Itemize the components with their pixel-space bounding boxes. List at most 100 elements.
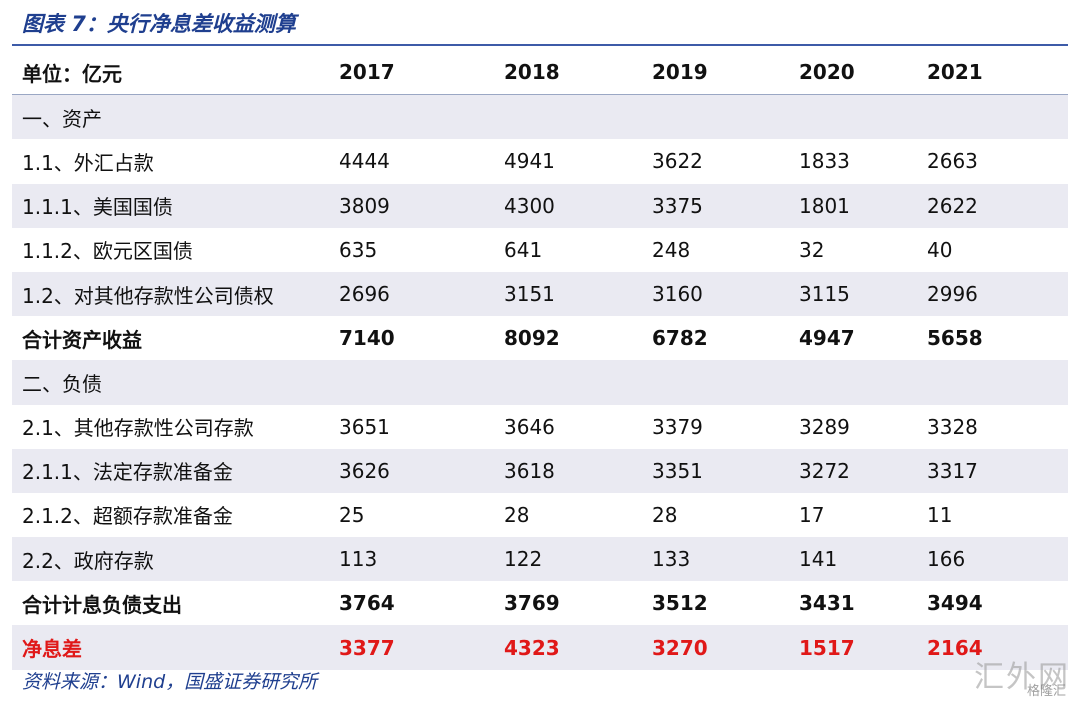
table-row: 1.1.1、美国国债 3809 4300 3375 1801 2622	[12, 183, 1068, 228]
table-row: 2.1.1、法定存款准备金 3626 3618 3351 3272 3317	[12, 448, 1068, 493]
table-row: 2.2、政府存款 113 122 133 141 166	[12, 537, 1068, 582]
row-value: 3618	[504, 448, 652, 493]
row-value: 28	[652, 502, 678, 527]
header-year-cell: 2018	[504, 50, 652, 96]
row-value: 2663	[927, 149, 978, 174]
row-value: 113	[339, 537, 504, 582]
row-value: 3769	[504, 591, 560, 616]
table-row: 1.2、对其他存款性公司债权 2696 3151 3160 3115 2996	[12, 271, 1068, 317]
row-value: 3289	[799, 414, 850, 439]
row-value: 133	[652, 537, 799, 582]
row-value	[652, 94, 799, 140]
row-value: 2622	[927, 183, 1068, 228]
row-value: 3160	[652, 271, 799, 317]
row-value: 32	[799, 237, 825, 262]
row-value: 2996	[927, 271, 1068, 317]
row-value: 1801	[799, 183, 927, 228]
row-value: 122	[504, 537, 652, 582]
row-value	[339, 360, 504, 405]
row-value: 3270	[652, 625, 799, 670]
row-value: 3622	[652, 149, 703, 174]
table-row: 一、资产	[12, 94, 1068, 140]
row-value	[652, 360, 799, 405]
row-value: 3115	[799, 271, 927, 317]
row-value: 3351	[652, 448, 799, 493]
row-value	[927, 94, 1068, 140]
watermark-main: 汇外网	[974, 660, 1070, 695]
row-value: 1517	[799, 625, 927, 670]
row-value	[504, 94, 652, 140]
header-year-cell: 2019	[652, 50, 799, 96]
row-value: 4941	[504, 149, 555, 174]
row-value: 4300	[504, 183, 652, 228]
row-value: 3494	[927, 591, 983, 616]
row-value: 2696	[339, 271, 504, 317]
row-value: 635	[339, 237, 378, 262]
row-label: 2.1、其他存款性公司存款	[22, 416, 254, 441]
row-value	[504, 360, 652, 405]
row-value: 4323	[504, 625, 652, 670]
row-value: 3377	[339, 625, 504, 670]
table-row: 合计计息负债支出 3764 3769 3512 3431 3494	[12, 581, 1068, 625]
row-value: 3328	[927, 414, 978, 439]
row-value: 3764	[339, 591, 395, 616]
row-value: 1833	[799, 149, 850, 174]
watermark-logo: 汇外网 格隆汇	[958, 652, 1070, 699]
row-value: 4444	[339, 149, 390, 174]
row-value: 3379	[652, 414, 703, 439]
row-value: 3431	[799, 591, 855, 616]
row-label: 2.1.1、法定存款准备金	[12, 448, 339, 493]
row-label: 1.2、对其他存款性公司债权	[12, 271, 339, 317]
row-label: 1.1、外汇占款	[22, 150, 154, 175]
source-note: 资料来源：Wind，国盛证券研究所	[22, 671, 318, 693]
row-label: 一、资产	[12, 94, 339, 140]
row-label: 2.1.2、超额存款准备金	[22, 504, 233, 529]
row-value: 4947	[799, 326, 855, 351]
row-value	[799, 360, 927, 405]
row-value	[799, 94, 927, 140]
header-year-cell: 2021	[927, 50, 1068, 96]
row-label: 合计计息负债支出	[22, 592, 182, 617]
table-row: 2.1、其他存款性公司存款 3651 3646 3379 3289 3328	[12, 405, 1068, 449]
table-row: 二、负债	[12, 360, 1068, 405]
row-value: 25	[339, 502, 365, 527]
row-value: 8092	[504, 326, 560, 351]
row-value: 248	[652, 237, 691, 262]
row-value: 641	[504, 237, 543, 262]
table-header-row: 单位：亿元 2017 2018 2019 2020 2021	[12, 50, 1068, 96]
row-value	[927, 360, 1068, 405]
row-value: 3626	[339, 448, 504, 493]
data-table: 单位：亿元 2017 2018 2019 2020 2021 一、资产 1.1、外汇占款 444…	[12, 50, 1068, 670]
table-row: 净息差 3377 4323 3270 1517 2164	[12, 625, 1068, 670]
header-year-cell: 2020	[799, 50, 927, 96]
row-value: 3151	[504, 271, 652, 317]
row-value: 141	[799, 537, 927, 582]
row-value: 28	[504, 502, 530, 527]
row-value: 3317	[927, 448, 1068, 493]
row-label: 净息差	[12, 625, 339, 670]
title-divider	[12, 44, 1068, 46]
figure-title: 图表 7：央行净息差收益测算	[22, 12, 296, 36]
row-value: 17	[799, 502, 825, 527]
row-label: 2.2、政府存款	[12, 537, 339, 582]
table-row: 1.1、外汇占款 4444 4941 3622 1833 2663	[12, 139, 1068, 183]
header-unit-cell: 单位：亿元	[12, 50, 339, 96]
row-label: 1.1.2、欧元区国债	[22, 239, 193, 264]
row-value	[339, 94, 504, 140]
row-value: 11	[927, 502, 953, 527]
row-label: 二、负债	[12, 360, 339, 405]
row-value: 40	[927, 237, 953, 262]
header-year-cell: 2017	[339, 50, 504, 96]
row-label: 合计资产收益	[22, 327, 142, 352]
row-value: 166	[927, 537, 1068, 582]
row-value: 3646	[504, 414, 555, 439]
row-value: 3375	[652, 183, 799, 228]
row-value: 5658	[927, 326, 983, 351]
row-label: 1.1.1、美国国债	[12, 183, 339, 228]
row-value: 3651	[339, 414, 390, 439]
row-value: 2164	[927, 625, 1068, 670]
row-value: 7140	[339, 326, 395, 351]
row-value: 6782	[652, 326, 708, 351]
watermark-sub: 格隆汇	[1026, 684, 1066, 699]
table-row: 合计资产收益 7140 8092 6782 4947 5658	[12, 316, 1068, 360]
